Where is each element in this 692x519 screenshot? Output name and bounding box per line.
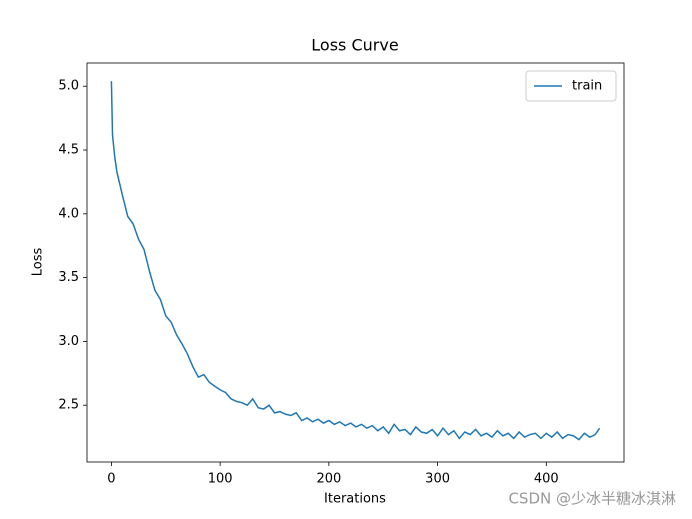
y-tick-label: 4.0	[58, 206, 79, 221]
y-tick-label: 4.5	[58, 143, 79, 158]
y-axis-label: Loss	[31, 248, 46, 277]
y-tick-label: 3.5	[58, 270, 79, 285]
y-tick-label: 5.0	[58, 79, 79, 94]
watermark: CSDN @少冰半糖冰淇淋	[508, 490, 676, 508]
x-tick-label: 200	[316, 472, 341, 487]
x-tick-label: 100	[208, 472, 233, 487]
x-tick-label: 300	[425, 472, 450, 487]
x-tick-label: 400	[534, 472, 559, 487]
loss-line	[110, 81, 601, 441]
axes-frame	[86, 62, 625, 463]
y-tick-label: 3.0	[58, 334, 79, 349]
x-axis-label: Iterations	[324, 492, 386, 507]
legend-label: train	[572, 79, 602, 94]
legend-box	[525, 70, 617, 102]
y-tick-label: 2.5	[58, 398, 79, 413]
x-tick-label: 0	[107, 472, 115, 487]
chart-title: Loss Curve	[311, 36, 398, 55]
